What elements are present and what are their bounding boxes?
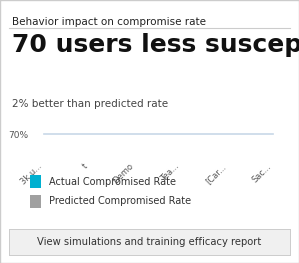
Text: View simulations and training efficacy report: View simulations and training efficacy r… [37, 237, 262, 247]
Text: Actual Compromised Rate: Actual Compromised Rate [49, 177, 176, 187]
Text: 2% better than predicted rate: 2% better than predicted rate [12, 99, 168, 109]
Text: 70 users less suscepti...: 70 users less suscepti... [12, 33, 299, 57]
Text: Predicted Compromised Rate: Predicted Compromised Rate [49, 196, 191, 206]
Text: Behavior impact on compromise rate: Behavior impact on compromise rate [12, 17, 206, 27]
